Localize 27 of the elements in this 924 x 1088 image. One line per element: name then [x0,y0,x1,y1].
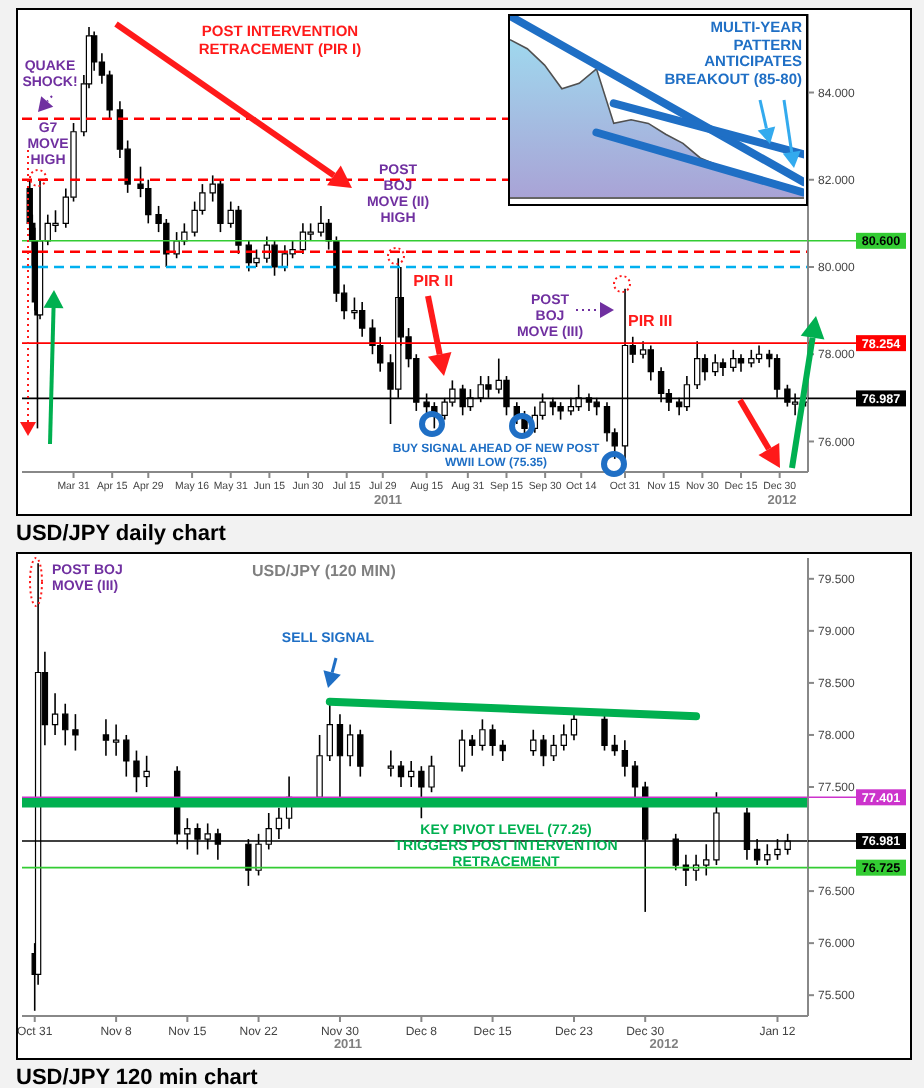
candlestick [621,739,629,778]
candlestick [102,718,110,757]
text: USD/JPY daily chart [16,522,228,548]
text: USD/JPY 120 min chart [16,1066,260,1088]
candlestick [682,853,690,887]
candlestick [737,353,745,373]
candlestick [458,728,466,773]
candlestick [346,723,354,767]
candlestick [51,692,59,736]
chart-title: USD/JPY (120 MIN) [252,562,396,580]
candlestick [730,349,737,373]
candlestick [397,760,405,788]
candlestick [570,713,578,741]
candlestick [407,760,415,788]
candlestick [712,353,719,377]
annotation: PIR II [413,271,456,290]
candlestick [469,734,476,757]
candlestick [62,702,69,747]
candlestick [358,301,366,338]
candlestick [387,749,395,778]
candlestick [693,340,701,390]
annotation: PIR III [628,312,675,331]
candlestick [112,723,120,757]
candlestick [701,353,709,382]
candlestick [692,853,700,882]
candlestick [560,723,568,752]
candlestick [499,739,506,762]
